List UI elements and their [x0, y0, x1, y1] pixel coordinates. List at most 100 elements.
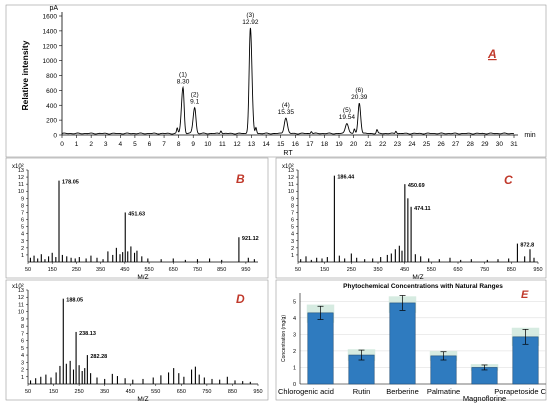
panel-a-y-tick-label: 1000: [43, 58, 58, 65]
panel-d-peak-label: 282.28: [90, 354, 107, 360]
panel-c-x-label: M/Z: [412, 274, 423, 281]
panel-b-x-tick-label: 750: [193, 267, 202, 273]
panel-d-y-tick-label: 6: [21, 339, 24, 345]
panel-a-x-tick-label: 15: [277, 141, 285, 148]
panel-c-label: C: [504, 173, 513, 187]
panel-a-peak-rt: 8.30: [177, 78, 190, 85]
panel-c-y-tick-label: 13: [288, 168, 294, 174]
panel-a-x-tick-label: 8: [177, 141, 181, 148]
panel-d-peak-label: 188.05: [66, 298, 83, 304]
panel-a-x-tick-label: 14: [263, 141, 271, 148]
panel-b-y-tick-label: 8: [21, 203, 24, 209]
panel-d-x-tick-label: 450: [126, 389, 135, 395]
panel-e-y-tick-label: 4: [293, 316, 296, 322]
panel-e-label: E: [521, 289, 529, 301]
panel-a-x-tick-label: 0: [60, 141, 64, 148]
panel-a-x-tick-label: 11: [219, 141, 226, 148]
panel-d-y-tick-label: 8: [21, 324, 24, 330]
panel-a-peak-number: (5): [343, 107, 351, 114]
panel-c-x-tick-label: 550: [427, 267, 436, 273]
panel-a-x-tick-label: 31: [510, 141, 518, 148]
panel-d-y-tick-label: 1: [21, 375, 24, 381]
panel-e-category-label: Porapetoside C: [494, 387, 546, 396]
panel-d-frame: [5, 279, 269, 401]
panel-a-x-tick-label: 12: [233, 141, 241, 148]
panel-b-y-tick-label: 11: [18, 182, 24, 188]
panel-a-peak-rt: 19.54: [339, 114, 356, 121]
panel-a-x-tick-label: 17: [306, 141, 314, 148]
panel-b-y-tick-label: 3: [21, 239, 24, 245]
panel-d-y-tick-label: 10: [18, 310, 24, 316]
panel-b-x-tick-label: 850: [217, 267, 226, 273]
panel-a-x-tick-label: 30: [496, 141, 504, 148]
panel-a-x-tick-label: 23: [394, 141, 402, 148]
panel-a-peak-number: (6): [355, 87, 363, 94]
panel-a-peak-number: (2): [191, 91, 199, 98]
panel-b-y-tick-label: 9: [21, 196, 24, 202]
panel-c-peak-label: 872.8: [520, 243, 534, 249]
panel-e-category-label: Berberine: [386, 387, 419, 396]
panel-d-x-tick-label: 150: [49, 389, 58, 395]
panel-a-x-tick-label: 21: [365, 141, 373, 148]
panel-c-peak-label: 450.69: [408, 183, 425, 189]
panel-c-y-tick-label: 10: [288, 189, 294, 195]
panel-a-peak-rt: 9.1: [190, 98, 199, 105]
panel-a-unit-label: pA: [49, 5, 58, 12]
panel-e-bar: [512, 336, 539, 385]
panel-b-y-tick-label: 10: [18, 189, 24, 195]
panel-b-y-tick-label: 4: [21, 232, 24, 238]
panel-a-label: A: [487, 47, 497, 61]
panel-d-y-tick-label: 11: [18, 302, 24, 308]
panel-a-y-tick-label: 800: [46, 73, 57, 80]
panel-c-peak-label: 186.44: [337, 175, 355, 181]
panel-c-peak-label: 474.11: [414, 206, 431, 212]
panel-c-y-tick-label: 8: [291, 203, 294, 209]
panel-c-y-multiplier: x10²: [282, 164, 294, 170]
panel-d-y-tick-label: 13: [18, 288, 24, 294]
panel-e-category-label: Magnoflorine: [463, 394, 506, 403]
panel-a-y-tick-label: 1200: [43, 43, 58, 50]
panel-a-y-tick-label: 0: [53, 133, 57, 140]
panel-a-x-tick-label: 10: [204, 141, 212, 148]
panel-d-x-tick-label: 950: [253, 389, 262, 395]
panel-a-peak-number: (4): [282, 102, 290, 109]
panel-b-y-tick-label: 2: [21, 246, 24, 252]
panel-b-y-tick-label: 7: [21, 210, 24, 216]
panel-b-x-tick-label: 650: [169, 267, 178, 273]
panel-d-y-tick-label: 9: [21, 317, 24, 323]
panel-b-x-tick-label: 550: [144, 267, 153, 273]
panel-c-x-tick-label: 150: [320, 267, 329, 273]
panel-c-y-tick-label: 3: [291, 239, 294, 245]
panel-a-x-label: RT: [283, 150, 293, 157]
panel-b-x-tick-label: 250: [72, 267, 81, 273]
panel-b-peak-label: 178.05: [62, 180, 79, 186]
panel-b-y-tick-label: 5: [21, 225, 24, 231]
panel-a-x-tick-label: 29: [481, 141, 489, 148]
panel-c-x-tick-label: 50: [295, 267, 301, 273]
panel-e-bar: [307, 312, 334, 385]
panel-a-x-tick-label: 25: [423, 141, 431, 148]
panel-e-y-tick-label: 0: [293, 382, 296, 388]
panel-b-y-tick-label: 1: [21, 253, 24, 259]
panel-e-category-label: Rutin: [353, 387, 371, 396]
panel-a-x-tick-label: 6: [148, 141, 152, 148]
panel-b-peak-label: 921.12: [242, 236, 259, 242]
panel-a-y-label: Relative intensity: [20, 40, 30, 110]
panel-a-x-tick-label: 16: [292, 141, 300, 148]
panel-d-label: D: [236, 292, 245, 306]
panel-d-x-tick-label: 350: [100, 389, 109, 395]
panel-d-x-label: M/Z: [137, 396, 148, 403]
panel-a-x-tick-label: 9: [191, 141, 195, 148]
panel-c-y-tick-label: 9: [291, 196, 294, 202]
panel-a-x-tick-label: 1: [75, 141, 79, 148]
panel-e-y-tick-label: 5: [293, 299, 296, 305]
panel-d-x-tick-label: 650: [177, 389, 186, 395]
panel-c-y-tick-label: 11: [288, 182, 294, 188]
panel-a-x-tick-label: 13: [248, 141, 256, 148]
panel-a-frame: [5, 4, 547, 158]
panel-c-y-tick-label: 2: [291, 246, 294, 252]
panel-a-x-tick-label: 19: [335, 141, 343, 148]
panel-c-x-tick-label: 650: [453, 267, 462, 273]
panel-b-y-tick-label: 12: [18, 175, 24, 181]
panel-e-y-tick-label: 1: [293, 365, 296, 371]
